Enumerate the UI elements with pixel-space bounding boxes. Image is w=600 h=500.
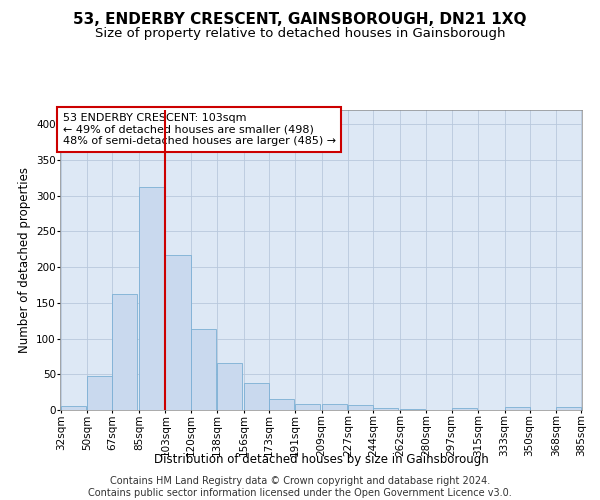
Bar bbox=[217, 363, 242, 410]
Bar bbox=[348, 405, 373, 410]
Text: Size of property relative to detached houses in Gainsborough: Size of property relative to detached ho… bbox=[95, 28, 505, 40]
Bar bbox=[61, 406, 86, 410]
Bar bbox=[322, 404, 347, 410]
Bar bbox=[269, 398, 294, 410]
Bar bbox=[244, 383, 269, 410]
Bar bbox=[139, 187, 164, 410]
Bar bbox=[191, 330, 215, 410]
Bar bbox=[112, 294, 137, 410]
Text: Distribution of detached houses by size in Gainsborough: Distribution of detached houses by size … bbox=[154, 452, 488, 466]
Bar bbox=[295, 404, 320, 410]
Text: Contains HM Land Registry data © Crown copyright and database right 2024.
Contai: Contains HM Land Registry data © Crown c… bbox=[88, 476, 512, 498]
Bar bbox=[556, 407, 581, 410]
Text: 53, ENDERBY CRESCENT, GAINSBOROUGH, DN21 1XQ: 53, ENDERBY CRESCENT, GAINSBOROUGH, DN21… bbox=[73, 12, 527, 28]
Text: 53 ENDERBY CRESCENT: 103sqm
← 49% of detached houses are smaller (498)
48% of se: 53 ENDERBY CRESCENT: 103sqm ← 49% of det… bbox=[62, 113, 336, 146]
Bar bbox=[452, 408, 476, 410]
Bar bbox=[166, 255, 191, 410]
Bar bbox=[373, 408, 398, 410]
Y-axis label: Number of detached properties: Number of detached properties bbox=[17, 167, 31, 353]
Bar bbox=[505, 407, 530, 410]
Bar bbox=[87, 376, 112, 410]
